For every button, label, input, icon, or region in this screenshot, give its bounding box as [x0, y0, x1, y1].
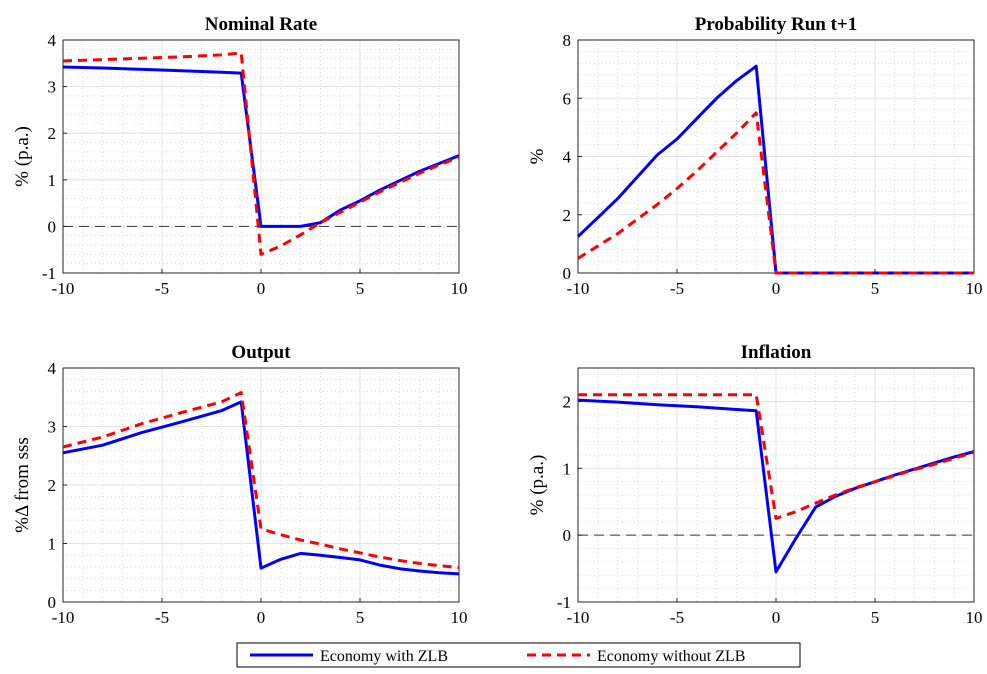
inflation-y-tick-label: -1 — [557, 593, 571, 612]
probability-run-y-tick-label: 8 — [563, 31, 572, 50]
output-x-tick-label: -5 — [155, 608, 169, 627]
inflation-y-tick-label: 2 — [563, 392, 572, 411]
inflation-x-tick-label: -10 — [567, 608, 590, 627]
probability-run-y-tick-label: 4 — [563, 148, 572, 167]
probability-run-y-tick-label: 2 — [563, 206, 572, 225]
inflation-title: Inflation — [741, 342, 812, 363]
nominal-rate-x-tick-label: 10 — [451, 279, 468, 298]
output-x-tick-label: 10 — [451, 608, 468, 627]
inflation-x-tick-label: 5 — [871, 608, 880, 627]
nominal-rate-y-tick-label: 4 — [48, 31, 57, 50]
output-series-zlb — [62, 400, 460, 576]
output-y-tick-label: 0 — [48, 593, 57, 612]
inflation-x-tick-label: -5 — [670, 608, 684, 627]
output-x-tick-label: 5 — [356, 608, 365, 627]
panel-output: -10 -5 0 5 10 0 1 2 3 4 Output %Δ from sss — [12, 342, 468, 627]
probability-run-x-tick-label: -10 — [567, 279, 590, 298]
probability-run-x-tick-label: -5 — [670, 279, 684, 298]
nominal-rate-x-tick-label: 0 — [257, 279, 266, 298]
output-x-tick-label: 0 — [257, 608, 266, 627]
nominal-rate-series-no-zlb — [62, 51, 460, 256]
probability-run-x-tick-label: 5 — [871, 279, 880, 298]
probability-run-x-tick-label: 0 — [772, 279, 781, 298]
inflation-y-tick-label: 1 — [563, 459, 572, 478]
panel-probability-run: -10 -5 0 5 10 0 2 4 6 8 Probability Run t+1% — [527, 14, 983, 298]
inflation-series-no-zlb — [578, 393, 975, 520]
legend-label-no-zlb: Economy without ZLB — [597, 648, 745, 665]
output-y-tick-label: 3 — [48, 418, 57, 437]
inflation-x-tick-label: 0 — [772, 608, 781, 627]
output-series-no-zlb — [62, 391, 460, 569]
output-x-tick-label: -10 — [52, 608, 75, 627]
output-y-tick-label: 2 — [48, 476, 57, 495]
nominal-rate-x-tick-label: -5 — [155, 279, 169, 298]
output-title: Output — [231, 342, 291, 363]
legend-label-zlb: Economy with ZLB — [320, 648, 448, 665]
output-y-tick-label: 1 — [48, 535, 57, 554]
inflation-y-axis-label: % (p.a.) — [527, 455, 548, 516]
nominal-rate-y-tick-label: 1 — [48, 171, 57, 190]
output-y-axis-label: %Δ from sss — [12, 437, 33, 533]
nominal-rate-title: Nominal Rate — [205, 14, 317, 35]
probability-run-x-tick-label: 10 — [966, 279, 983, 298]
nominal-rate-y-tick-label: 2 — [48, 124, 57, 143]
nominal-rate-y-tick-label: 0 — [48, 217, 57, 236]
inflation-y-tick-label: 0 — [563, 526, 572, 545]
nominal-rate-y-tick-label: -1 — [42, 264, 56, 283]
nominal-rate-x-tick-label: 5 — [356, 279, 365, 298]
probability-run-y-axis-label: % — [527, 148, 548, 164]
legend: Economy with ZLB Economy without ZLB — [236, 642, 801, 668]
nominal-rate-y-axis-label: % (p.a.) — [12, 126, 33, 187]
probability-run-title: Probability Run t+1 — [695, 14, 858, 35]
probability-run-y-tick-label: 6 — [563, 89, 572, 108]
nominal-rate-x-tick-label: -10 — [52, 279, 75, 298]
inflation-x-tick-label: 10 — [966, 608, 983, 627]
probability-run-series-no-zlb — [577, 111, 974, 275]
output-y-tick-label: 4 — [48, 359, 57, 378]
legend-box — [236, 642, 801, 668]
probability-run-y-tick-label: 0 — [563, 264, 572, 283]
nominal-rate-y-tick-label: 3 — [48, 78, 57, 97]
nominal-rate-series-zlb — [62, 65, 460, 228]
